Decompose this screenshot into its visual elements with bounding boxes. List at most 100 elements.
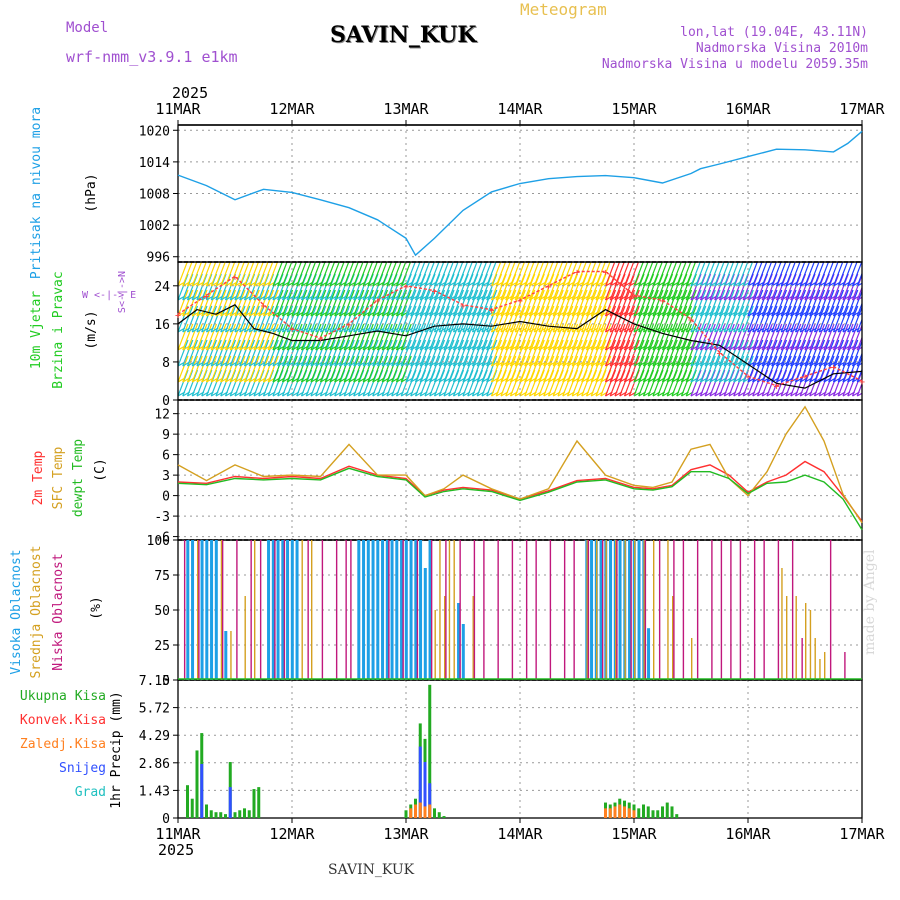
- cloud-bar: [307, 540, 309, 680]
- wind-barb: [395, 323, 408, 351]
- wind-barb: [642, 323, 655, 351]
- wind-barb: [296, 305, 308, 333]
- wind-barb: [704, 305, 716, 333]
- wind-barb: [828, 355, 840, 383]
- wind-barb: [277, 305, 289, 333]
- wind-barb: [623, 289, 636, 317]
- wind-barb: [267, 262, 279, 287]
- wind-barb: [400, 262, 412, 287]
- wind-barb: [381, 305, 393, 333]
- wind-barb: [391, 289, 403, 317]
- wind-barb-flag: [861, 331, 862, 332]
- wind-barb: [856, 351, 862, 367]
- wind-barb: [457, 339, 469, 367]
- wind-barb: [414, 289, 427, 317]
- cloud-high-label: Visoka Oblacnost: [9, 549, 24, 674]
- wind-barb: [220, 323, 232, 351]
- precip-bar: [238, 810, 242, 818]
- wind-barb: [338, 355, 351, 383]
- wind-barb: [666, 323, 678, 351]
- wind-barb: [367, 289, 379, 317]
- wind-barb: [348, 323, 360, 351]
- wind-barb: [243, 355, 256, 383]
- wind-barb: [557, 289, 569, 317]
- wind-barb: [813, 262, 825, 287]
- wind-barb: [395, 289, 408, 317]
- wind-barb: [733, 339, 745, 367]
- wind-barb: [262, 289, 275, 317]
- wind-barb: [647, 262, 659, 287]
- wind-barb: [253, 339, 265, 367]
- wind-barb: [728, 355, 740, 383]
- wind-barb: [780, 289, 792, 317]
- precip-legend-4: Grad: [75, 785, 106, 800]
- wind-barb: [818, 262, 830, 287]
- wind-barb: [752, 305, 764, 333]
- wind-barb: [514, 262, 526, 287]
- wind-barb: [338, 305, 351, 333]
- wind-barb: [220, 339, 232, 367]
- wind-barb: [210, 355, 222, 383]
- cloud-bar: [844, 652, 846, 680]
- wind-barb: [652, 289, 664, 317]
- wind-barb: [178, 262, 188, 287]
- wind-barb: [581, 289, 593, 317]
- cloud-bar: [511, 540, 514, 680]
- y-tick-label: 1020: [139, 124, 170, 139]
- wind-barb: [438, 262, 450, 287]
- wind-barb-flag: [856, 296, 862, 301]
- wind-barb: [614, 305, 626, 333]
- wind-barb: [832, 323, 845, 351]
- wind-barb: [543, 355, 555, 383]
- y-tick-label: 5.72: [139, 702, 170, 717]
- wind-barb: [215, 289, 227, 317]
- wind-barb: [538, 339, 550, 367]
- wind-barb: [419, 355, 431, 383]
- wind-barb: [220, 355, 232, 383]
- wind-barb-flag: [861, 285, 862, 286]
- wind-barb: [296, 323, 308, 351]
- wind-barb: [215, 262, 226, 287]
- wind-barb: [818, 323, 830, 351]
- wind-barb: [837, 289, 849, 317]
- wind-gust-point: +: [232, 272, 238, 283]
- wind-barb: [756, 323, 769, 351]
- wind-barb: [253, 355, 265, 383]
- cloud-bar: [311, 540, 313, 680]
- wind-barb: [367, 305, 379, 333]
- wind-barb: [590, 305, 602, 333]
- cloud-bar: [254, 540, 256, 680]
- wind-barb: [524, 289, 536, 317]
- wind-barb: [804, 323, 816, 351]
- temp-unit: (C): [93, 458, 108, 481]
- cloud-bar: [419, 540, 423, 680]
- wind-barb: [272, 355, 284, 383]
- wind-barb: [419, 339, 431, 367]
- wind-barb: [519, 289, 531, 317]
- cloud-bar: [809, 610, 812, 680]
- wind-barb: [623, 305, 636, 333]
- wind-barb: [528, 289, 541, 317]
- cloud-bar: [609, 540, 613, 680]
- wind-barb: [666, 305, 678, 333]
- wind-barb: [794, 289, 807, 317]
- wind-barb: [799, 262, 811, 287]
- precip-bar: [200, 763, 204, 818]
- wind-barb: [799, 289, 811, 317]
- wind-barb: [329, 305, 341, 333]
- wind-barb: [771, 323, 783, 351]
- wind-barb: [742, 355, 754, 383]
- wind-barb: [481, 339, 493, 367]
- wind-barb: [509, 355, 522, 383]
- wind-barb: [196, 305, 208, 333]
- wind-barb: [538, 289, 550, 317]
- wind-barb: [376, 355, 389, 383]
- wind-barb: [733, 305, 745, 333]
- wind-barb: [239, 305, 251, 333]
- wind-barb: [357, 289, 370, 317]
- wind-barb: [281, 305, 294, 333]
- wind-barb: [353, 355, 365, 383]
- cloud-bar: [616, 540, 618, 680]
- cloud-bar: [290, 540, 294, 680]
- wind-barb: [234, 339, 246, 367]
